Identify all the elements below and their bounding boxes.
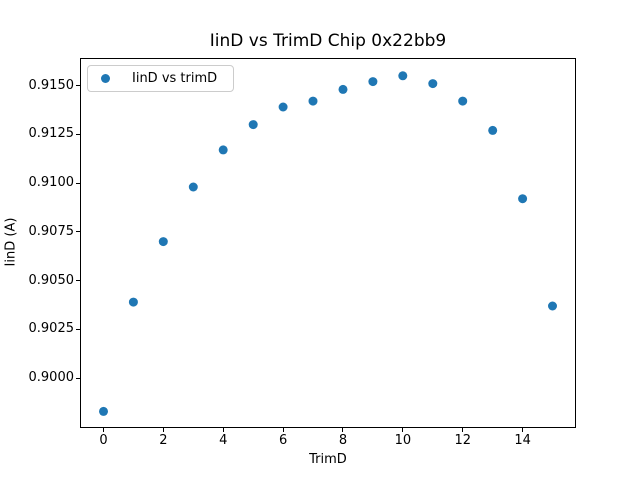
legend-marker-icon — [101, 74, 110, 83]
x-tick-mark — [282, 428, 284, 432]
y-axis-label: IinD (A) — [3, 217, 19, 267]
x-tick-mark — [222, 428, 224, 432]
scatter-point — [458, 96, 468, 106]
x-tick-label: 6 — [278, 433, 288, 448]
scatter-point — [428, 79, 438, 89]
x-tick-mark — [162, 428, 164, 432]
y-tick-label: 0.9150 — [28, 77, 75, 93]
x-tick-mark — [402, 428, 404, 432]
scatter-point — [338, 84, 348, 94]
scatter-point — [248, 120, 258, 130]
scatter-point — [518, 194, 528, 204]
y-tick-label: 0.9125 — [28, 126, 75, 142]
scatter-point — [308, 96, 318, 106]
plot-area: IinD vs trimD — [80, 58, 576, 428]
y-tick-label: 0.9000 — [28, 370, 75, 386]
x-tick-mark — [522, 428, 524, 432]
scatter-points-layer — [99, 71, 557, 416]
scatter-point — [398, 71, 408, 81]
scatter-point — [278, 102, 288, 112]
x-tick-label: 12 — [454, 433, 471, 448]
scatter-point — [218, 145, 228, 155]
scatter-point — [99, 406, 108, 416]
x-tick-mark — [462, 428, 464, 432]
legend-box: IinD vs trimD — [87, 65, 235, 92]
x-tick-label: 14 — [514, 433, 531, 448]
scatter-point — [158, 237, 168, 247]
scatter-point — [188, 182, 198, 192]
y-tick-label: 0.9050 — [28, 272, 75, 288]
x-tick-mark — [102, 428, 104, 432]
legend-label: IinD vs trimD — [132, 71, 218, 86]
y-tick-label: 0.9025 — [28, 321, 75, 337]
x-tick-label: 10 — [394, 433, 412, 448]
x-tick-mark — [342, 428, 344, 432]
scatter-point — [128, 297, 138, 307]
chart-title: IinD vs TrimD Chip 0x22bb9 — [209, 31, 447, 51]
x-axis-label: TrimD — [309, 452, 347, 467]
y-tick-label: 0.9075 — [28, 223, 75, 239]
scatter-point — [488, 125, 498, 135]
x-tick-label: 2 — [159, 433, 168, 448]
scatter-point — [548, 301, 557, 311]
x-tick-label: 8 — [338, 433, 348, 448]
y-tick-label: 0.9100 — [28, 175, 75, 191]
x-tick-label: 4 — [219, 433, 228, 448]
x-tick-label: 0 — [99, 433, 108, 448]
scatter-point — [368, 77, 378, 87]
